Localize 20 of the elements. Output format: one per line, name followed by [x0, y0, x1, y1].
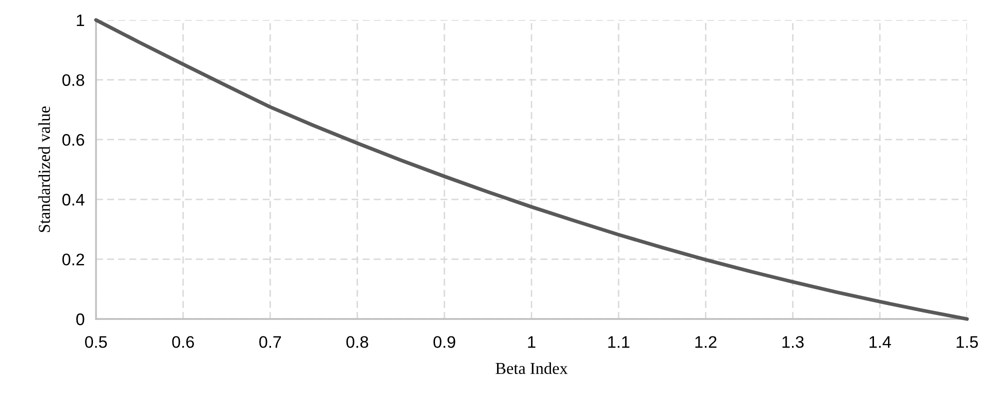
- y-tick-label: 0.8: [62, 74, 84, 86]
- x-tick-label: 1.2: [695, 336, 716, 348]
- x-tick-label: 1.4: [870, 336, 891, 348]
- y-axis-title: Standardized value: [38, 106, 50, 232]
- y-tick-label: 0.2: [62, 254, 84, 266]
- x-tick-label: 1: [528, 336, 536, 348]
- x-tick-label: 0.5: [85, 336, 107, 348]
- y-tick-label: 0: [76, 313, 84, 326]
- x-tick-label: 1.3: [782, 336, 804, 348]
- x-axis-title: Beta Index: [496, 362, 568, 374]
- x-tick-label: 0.6: [172, 336, 194, 348]
- y-tick-label: 0.4: [62, 194, 84, 206]
- line-series: [94, 18, 969, 321]
- x-tick-label: 0.7: [259, 336, 281, 348]
- x-tick-label: 0.8: [346, 336, 368, 348]
- x-tick-label: 1.1: [608, 336, 630, 348]
- x-tick-label: 1.5: [956, 336, 978, 348]
- y-tick-label: 1: [76, 14, 84, 26]
- x-tick-label: 0.9: [433, 336, 456, 348]
- y-tick-label: 0.6: [62, 134, 84, 146]
